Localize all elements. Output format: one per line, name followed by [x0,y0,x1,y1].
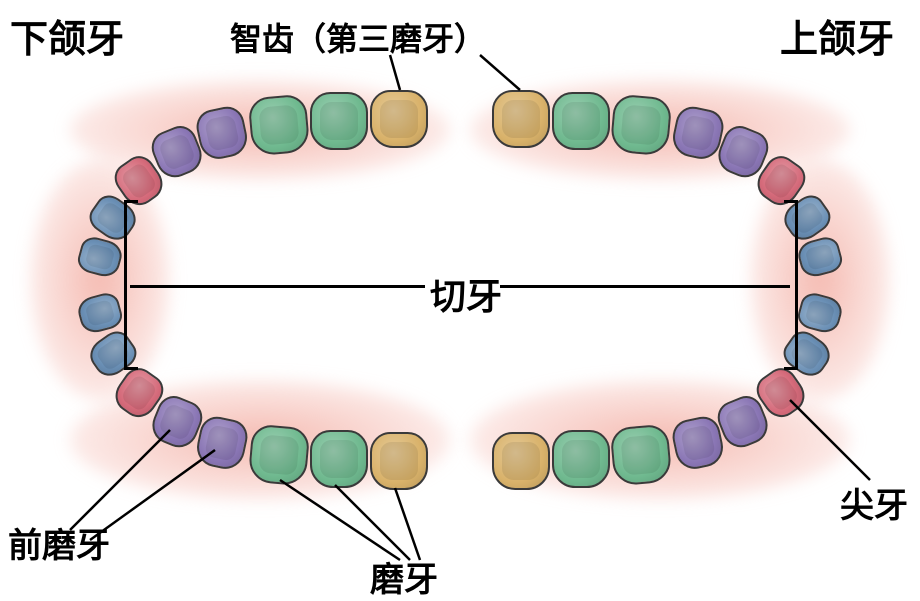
label-canine: 尖牙 [840,478,908,527]
label-lower_jaw: 下颌牙 [10,8,124,63]
label-incisor: 切牙 [430,268,502,320]
label-premolar: 前磨牙 [8,518,110,567]
label-molar: 磨牙 [370,552,438,601]
label-upper_jaw: 上颌牙 [780,8,894,63]
label-wisdom: 智齿（第三磨牙） [230,14,486,60]
